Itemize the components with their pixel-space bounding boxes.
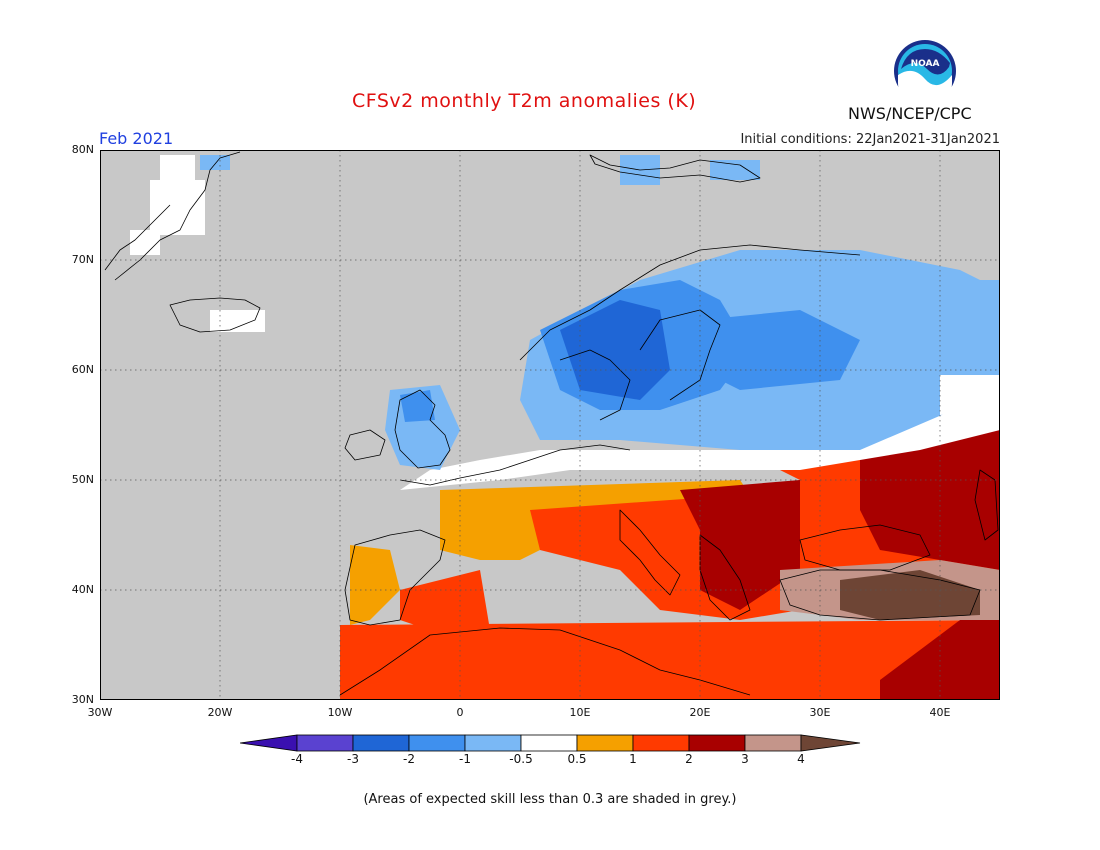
colorbar <box>240 734 861 752</box>
colorbar-cell <box>744 734 802 752</box>
anomaly-region <box>130 230 160 255</box>
lat-label-30n: 30N <box>71 693 94 706</box>
coastline <box>699 534 751 621</box>
lon-label-10w: 10W <box>327 706 353 719</box>
anomaly-region <box>160 155 195 180</box>
lat-label-50n: 50N <box>71 473 94 486</box>
anomaly-region <box>710 160 760 180</box>
coastline <box>344 429 386 461</box>
anomaly-region <box>350 545 400 625</box>
anomaly-region <box>340 620 1000 700</box>
coastline <box>799 524 931 571</box>
anomaly-region <box>150 180 205 235</box>
anomaly-region <box>400 395 1000 490</box>
lat-label-40n: 40N <box>71 583 94 596</box>
colorbar-label-p4: 4 <box>797 752 805 766</box>
coastline <box>104 204 171 271</box>
colorbar-cell <box>520 734 578 752</box>
colorbar-label-m3: -3 <box>347 752 359 766</box>
colorbar-cell <box>576 734 634 752</box>
colorbar-label-p05: 0.5 <box>567 752 587 766</box>
coastline <box>589 154 761 183</box>
coastline <box>169 297 261 333</box>
coastline <box>114 151 241 281</box>
chart-title: CFSv2 monthly T2m anomalies (K) <box>352 90 697 112</box>
colorbar-label-m05: -0.5 <box>509 752 533 766</box>
lon-label-0: 0 <box>456 706 464 719</box>
colorbar-cell <box>688 734 746 752</box>
lat-label-70n: 70N <box>71 253 94 266</box>
colorbar-label-p1: 1 <box>629 752 637 766</box>
colorbar-label-p2: 2 <box>685 752 693 766</box>
lon-label-10e: 10E <box>569 706 591 719</box>
anomaly-region <box>400 390 435 422</box>
colorbar-cell <box>800 734 861 752</box>
anomaly-region <box>860 420 1000 570</box>
initial-conditions: Initial conditions: 22Jan2021-31Jan2021 <box>740 132 1000 147</box>
footer-note: (Areas of expected skill less than 0.3 a… <box>363 792 737 807</box>
coastline <box>974 469 999 541</box>
lon-label-30e: 30E <box>809 706 831 719</box>
colorbar-label-m2: -2 <box>403 752 415 766</box>
anomaly-region <box>400 570 490 630</box>
colorbar-cell <box>408 734 466 752</box>
lat-label-80n: 80N <box>71 143 94 156</box>
colorbar-label-m1: -1 <box>459 752 471 766</box>
colorbar-cell <box>296 734 354 752</box>
noaa-logo-text: NOAA <box>911 59 940 69</box>
lon-label-20e: 20E <box>689 706 711 719</box>
coastline <box>394 389 451 469</box>
lat-label-60n: 60N <box>71 363 94 376</box>
forecast-month: Feb 2021 <box>99 129 174 148</box>
colorbar-cell <box>464 734 522 752</box>
map-panel <box>100 150 1000 700</box>
anomaly-region <box>940 375 1000 415</box>
coastline <box>519 244 861 361</box>
noaa-logo: NOAA <box>894 40 956 103</box>
anomaly-region <box>560 300 670 400</box>
colorbar-cell <box>632 734 690 752</box>
lon-label-20w: 20W <box>207 706 233 719</box>
coastline <box>339 627 751 696</box>
colorbar-label-p3: 3 <box>741 752 749 766</box>
anomaly-region <box>840 570 980 620</box>
graticule <box>100 150 1000 700</box>
colorbar-cell <box>352 734 410 752</box>
lon-label-30w: 30W <box>87 706 113 719</box>
colorbar-label-m4: -4 <box>291 752 303 766</box>
agency-label: NWS/NCEP/CPC <box>848 104 972 123</box>
coastline <box>399 444 631 486</box>
coastline <box>619 509 681 596</box>
anomaly-region <box>210 310 265 332</box>
colorbar-cell <box>240 734 298 752</box>
anomaly-region <box>200 155 230 170</box>
lon-label-40e: 40E <box>929 706 951 719</box>
